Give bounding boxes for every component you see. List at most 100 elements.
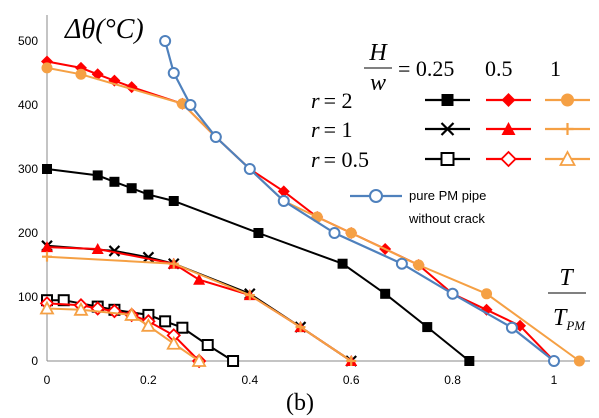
- x-axis-label-numerator: T: [559, 265, 574, 291]
- y-tick-labels: 0 100 200 300 400 500: [18, 34, 38, 368]
- legend-swatch-r05_h05: [486, 150, 531, 168]
- data-point-circle-open: [243, 163, 256, 175]
- legend-ratio-denominator: w: [370, 70, 386, 96]
- data-point-square-filled: [337, 258, 348, 269]
- data-point-triangle-filled: [91, 243, 104, 254]
- series-r1_h1: [42, 251, 357, 366]
- y-tick-label: 200: [18, 226, 38, 240]
- data-point-plus: [168, 258, 179, 269]
- y-tick-label: 100: [18, 290, 38, 304]
- data-point-cross: [440, 122, 455, 136]
- legend-row-r05: r = 0.5: [311, 147, 369, 172]
- data-point-circle-filled: [75, 68, 87, 80]
- data-point-circle-filled: [561, 93, 574, 107]
- data-point-triangle-open: [73, 301, 89, 316]
- data-point-triangle-open: [166, 335, 182, 350]
- data-point-circle-filled: [481, 288, 493, 300]
- y-axis-label: Δθ(°C): [64, 14, 144, 45]
- legend-swatch-r2_h025: [425, 94, 470, 106]
- x-tick-label: 0.6: [343, 373, 360, 387]
- data-point-circle-open: [159, 35, 172, 47]
- data-point-circle-open: [369, 189, 383, 203]
- data-point-circle-open: [505, 321, 518, 334]
- data-point-square-filled: [380, 288, 391, 299]
- x-tick-label: 1: [551, 373, 558, 387]
- data-point-diamond-filled: [501, 93, 516, 107]
- data-point-circle-open: [328, 227, 341, 239]
- legend-swatch-r2_h05: [486, 93, 531, 107]
- legend-swatch-r05_h1: [545, 150, 590, 166]
- series-r05_h025: [41, 294, 240, 367]
- series-r2_h025: [42, 164, 475, 366]
- series-layer: [39, 35, 585, 369]
- data-point-triangle-open: [558, 150, 577, 166]
- x-tick-label: 0.8: [444, 373, 461, 387]
- x-tick-labels: 0 0.2 0.4 0.6 0.8 1: [44, 373, 558, 387]
- data-point-triangle-open: [39, 300, 55, 315]
- data-point-diamond-filled: [277, 185, 290, 198]
- data-point-square-open: [227, 355, 240, 367]
- data-point-square-open: [201, 339, 214, 351]
- data-point-square-open: [159, 315, 172, 328]
- data-point-plus: [244, 290, 255, 301]
- data-point-square-filled: [143, 189, 154, 200]
- data-point-triangle-filled: [193, 273, 206, 285]
- data-point-triangle-open: [191, 353, 207, 367]
- data-point-diamond-filled: [480, 303, 493, 316]
- data-point-circle-filled: [41, 62, 53, 74]
- data-point-square-filled: [441, 94, 454, 106]
- data-point-circle-open: [395, 257, 408, 270]
- legend-swatch-r05_h025: [425, 152, 470, 166]
- legend-swatches: [350, 93, 590, 203]
- legend-swatch-r1_h1: [545, 123, 590, 135]
- chart-subtitle: (b): [286, 390, 314, 416]
- legend-header-h05: 0.5: [485, 56, 513, 81]
- data-point-circle-open: [548, 355, 560, 367]
- x-tick-label: 0.4: [241, 373, 258, 387]
- x-tick-label: 0.2: [140, 373, 157, 387]
- data-point-circle-open: [167, 67, 180, 79]
- data-point-triangle-filled: [501, 122, 516, 135]
- legend-pure-pm-line2: without crack: [408, 211, 485, 226]
- data-point-triangle-open: [124, 307, 140, 321]
- data-point-square-filled: [126, 183, 137, 194]
- data-point-plus: [295, 322, 306, 333]
- data-point-plus: [561, 123, 574, 135]
- y-tick-label: 0: [31, 354, 38, 368]
- legend-row-r1: r = 1: [311, 117, 352, 142]
- data-point-cross: [108, 245, 121, 257]
- data-point-triangle-filled: [41, 241, 53, 253]
- series-line-pure_pm: [164, 40, 555, 362]
- data-point-square-filled: [42, 164, 52, 174]
- legend-swatch-r2_h1: [545, 93, 590, 107]
- y-tick-label: 500: [18, 34, 38, 48]
- data-point-square-filled: [92, 170, 103, 181]
- data-point-square-filled: [253, 228, 264, 238]
- data-point-plus: [346, 356, 357, 366]
- legend-swatch-r1_h05: [486, 122, 531, 135]
- data-point-triangle-open: [140, 317, 156, 332]
- data-point-square-filled: [109, 176, 120, 187]
- data-point-diamond-open: [500, 150, 517, 168]
- data-point-circle-filled: [413, 259, 425, 271]
- legend-header-h025: = 0.25: [398, 56, 454, 81]
- data-point-cross: [142, 251, 155, 264]
- data-point-circle-open: [277, 195, 290, 207]
- data-point-square-filled: [168, 196, 179, 206]
- series-r05_h1: [39, 300, 207, 367]
- legend-ratio-numerator: H: [368, 40, 388, 66]
- data-point-square-open: [176, 321, 189, 334]
- y-tick-label: 400: [18, 98, 38, 112]
- legend-row-r2: r = 2: [311, 88, 352, 113]
- data-point-circle-open: [446, 287, 459, 300]
- data-point-square-filled: [464, 356, 475, 366]
- series-pure_pm: [159, 35, 560, 367]
- x-tick-label: 0: [44, 373, 51, 387]
- legend-pure-pm-line1: pure PM pipe: [409, 188, 486, 203]
- data-point-circle-open: [209, 131, 222, 143]
- data-point-circle-filled: [345, 227, 357, 239]
- data-point-plus: [42, 251, 52, 262]
- legend-swatch-r1_h025: [425, 122, 470, 136]
- data-point-square-open: [440, 152, 455, 166]
